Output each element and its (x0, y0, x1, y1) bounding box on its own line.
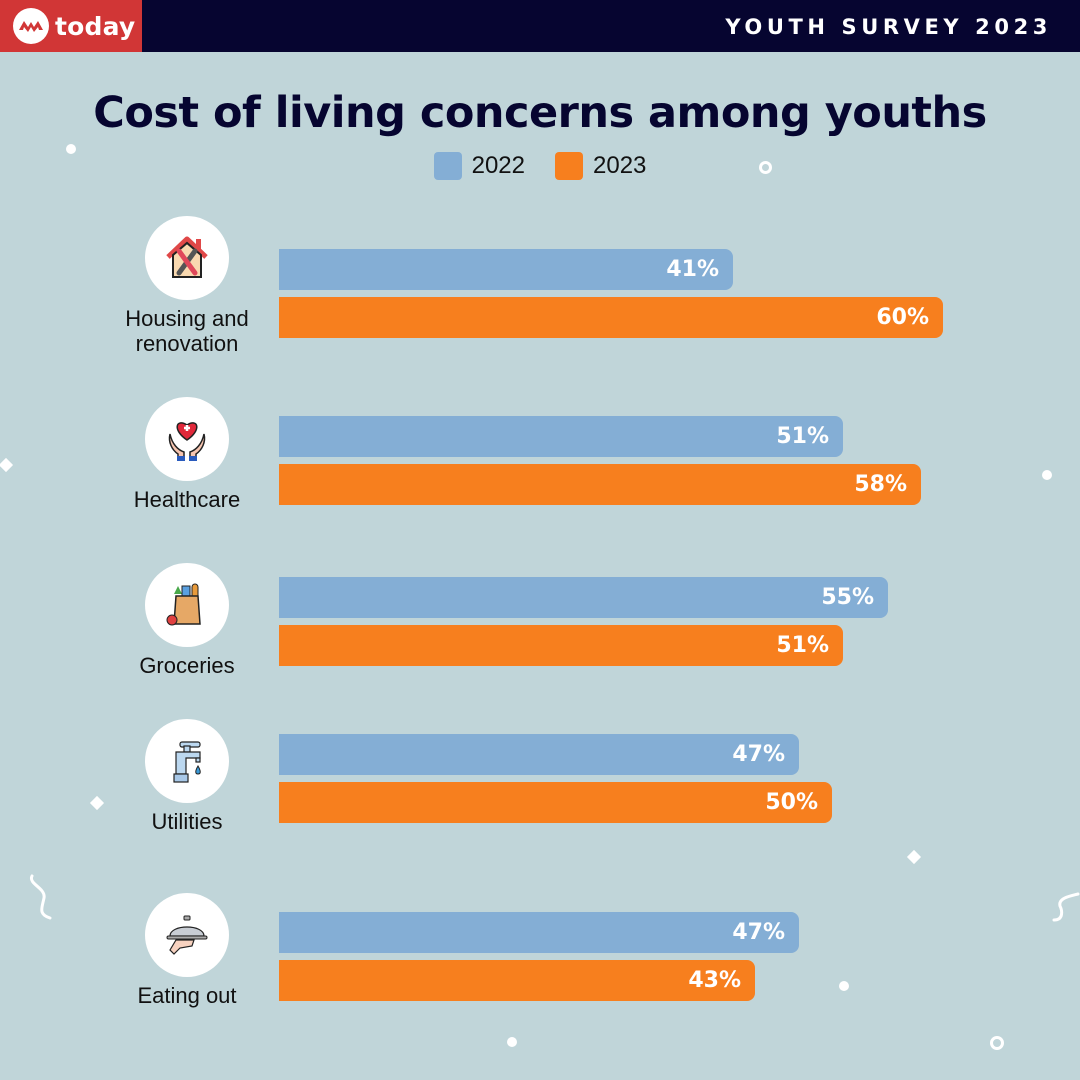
bar-value-label: 51% (776, 633, 829, 658)
bar-value-label: 60% (876, 305, 929, 330)
water-tap-icon (145, 719, 229, 803)
category-label: Utilities (151, 809, 223, 834)
bar-value-label: 47% (732, 742, 785, 767)
house-repair-icon (145, 216, 229, 300)
category-housing: Housing and renovation (100, 216, 274, 356)
bar-2022: 51% (279, 416, 843, 457)
decor-squiggle (1052, 892, 1080, 922)
survey-tag: YOUTH SURVEY 2023 (725, 15, 1052, 39)
decor-squiggle (29, 874, 52, 920)
bar-value-label: 50% (765, 790, 818, 815)
bar-value-label: 55% (821, 585, 874, 610)
decor-dot (507, 1037, 517, 1047)
category-label: Groceries (139, 653, 235, 678)
bar-2023: 51% (279, 625, 843, 666)
bar-value-label: 41% (666, 257, 719, 282)
bar-2023: 43% (279, 960, 755, 1001)
bar-2023: 58% (279, 464, 921, 505)
legend-label-2023: 2023 (593, 152, 647, 179)
bar-value-label: 43% (688, 968, 741, 993)
bar-2022: 55% (279, 577, 888, 618)
brand-logo[interactable]: today (0, 0, 142, 52)
category-healthcare: Healthcare (100, 397, 274, 512)
healthcare-hands-heart-icon (145, 397, 229, 481)
food-cloche-icon (145, 893, 229, 977)
legend-item-2022: 2022 (433, 152, 525, 180)
category-utilities: Utilities (100, 719, 274, 834)
category-label: Healthcare (133, 487, 241, 512)
legend-swatch-2023 (555, 152, 583, 180)
chart-legend: 2022 2023 (0, 152, 1080, 180)
decor-ring (759, 161, 772, 174)
decor-dot (66, 144, 76, 154)
bar-2022: 47% (279, 912, 799, 953)
bar-2023: 50% (279, 782, 832, 823)
category-label-line: renovation (135, 331, 239, 356)
today-logo-icon (13, 8, 49, 44)
category-groceries: Groceries (100, 563, 274, 678)
grocery-bag-icon (145, 563, 229, 647)
bar-value-label: 58% (854, 472, 907, 497)
decor-dot (839, 981, 849, 991)
decor-diamond (0, 457, 14, 473)
decor-dot (1042, 470, 1052, 480)
legend-label-2022: 2022 (471, 152, 525, 179)
brand-name: today (55, 11, 136, 41)
bar-2023: 60% (279, 297, 943, 338)
chart-title: Cost of living concerns among youths (93, 88, 987, 138)
decor-ring (990, 1036, 1004, 1050)
decor-diamond (906, 849, 922, 865)
category-label-line: Housing and (125, 306, 249, 331)
category-eating-out: Eating out (100, 893, 274, 1008)
top-bar: today YOUTH SURVEY 2023 (0, 0, 1080, 52)
bar-value-label: 51% (776, 424, 829, 449)
bar-value-label: 47% (732, 920, 785, 945)
legend-item-2023: 2023 (555, 152, 646, 180)
legend-swatch-2022 (433, 152, 462, 180)
category-label: Eating out (137, 983, 237, 1008)
bar-2022: 47% (279, 734, 799, 775)
bar-2022: 41% (279, 249, 733, 290)
category-label: Housing and renovation (100, 306, 274, 356)
